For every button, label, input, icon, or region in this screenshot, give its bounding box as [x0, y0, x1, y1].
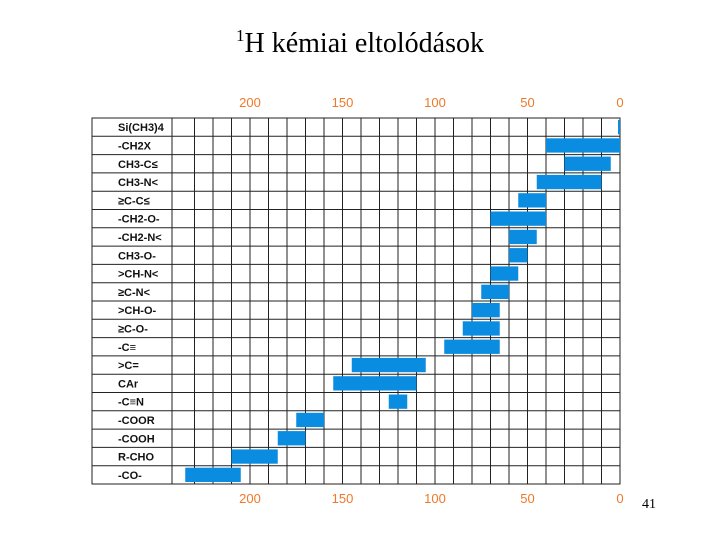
category-label: -CH2-O- [118, 214, 160, 226]
category-label: CAr [118, 378, 139, 390]
category-label: -C≡ [118, 342, 136, 354]
bar-9 [481, 284, 509, 299]
category-label: -CH2-N< [118, 232, 162, 244]
bar-4 [518, 193, 546, 208]
category-label: ≥C-O- [118, 323, 148, 335]
bar-5 [490, 211, 546, 226]
category-label: ≥C-C≤ [118, 195, 150, 207]
category-label: -COOH [118, 433, 155, 445]
tick-label-top: 0 [616, 95, 623, 110]
bar-3 [536, 174, 602, 190]
bar-6 [509, 229, 537, 245]
title-main: H kémiai eltolódások [244, 28, 484, 59]
tick-label-bottom: 200 [239, 491, 261, 506]
category-label: -C≡N [118, 397, 144, 409]
category-label: R-CHO [118, 452, 154, 464]
bar-0 [618, 120, 620, 135]
bar-14 [333, 376, 417, 391]
slide-title: 1H kémiai eltolódások [0, 26, 720, 60]
chart-frame [91, 117, 621, 485]
bar-2 [564, 156, 611, 171]
bar-10 [472, 303, 500, 318]
bar-7 [509, 248, 528, 263]
bar-15 [388, 394, 408, 409]
tick-label-bottom: 100 [424, 491, 446, 506]
page-number: 41 [642, 497, 656, 512]
title-superscript: 1 [235, 26, 245, 45]
tick-label-bottom: 0 [616, 491, 623, 506]
tick-label-top: 200 [239, 95, 261, 110]
bar-8 [490, 266, 519, 281]
category-label: ≥C-N< [118, 287, 150, 299]
bar-1 [546, 138, 620, 153]
tick-label-bottom: 150 [332, 491, 354, 506]
category-label: -CH2X [118, 140, 152, 152]
category-label: >C= [118, 360, 139, 372]
bar-11 [462, 321, 500, 336]
category-label: -CO- [118, 470, 142, 482]
category-label: CH3-C≤ [118, 159, 158, 171]
category-label: -COOR [118, 415, 155, 427]
tick-label-top: 50 [520, 95, 534, 110]
bar-13 [351, 357, 426, 373]
tick-label-top: 150 [332, 95, 354, 110]
category-label: >CH-N< [118, 269, 158, 281]
bar-18 [231, 449, 278, 464]
category-label: CH3-N< [118, 177, 158, 189]
category-label: CH3-O- [118, 250, 156, 262]
bar-12 [444, 339, 500, 354]
bar-17 [277, 431, 306, 446]
tick-label-bottom: 50 [520, 491, 534, 506]
bar-19 [185, 467, 241, 482]
category-label: >CH-O- [118, 305, 157, 317]
tick-label-top: 100 [424, 95, 446, 110]
category-label: Si(CH3)4 [118, 122, 165, 134]
bar-16 [296, 412, 324, 428]
